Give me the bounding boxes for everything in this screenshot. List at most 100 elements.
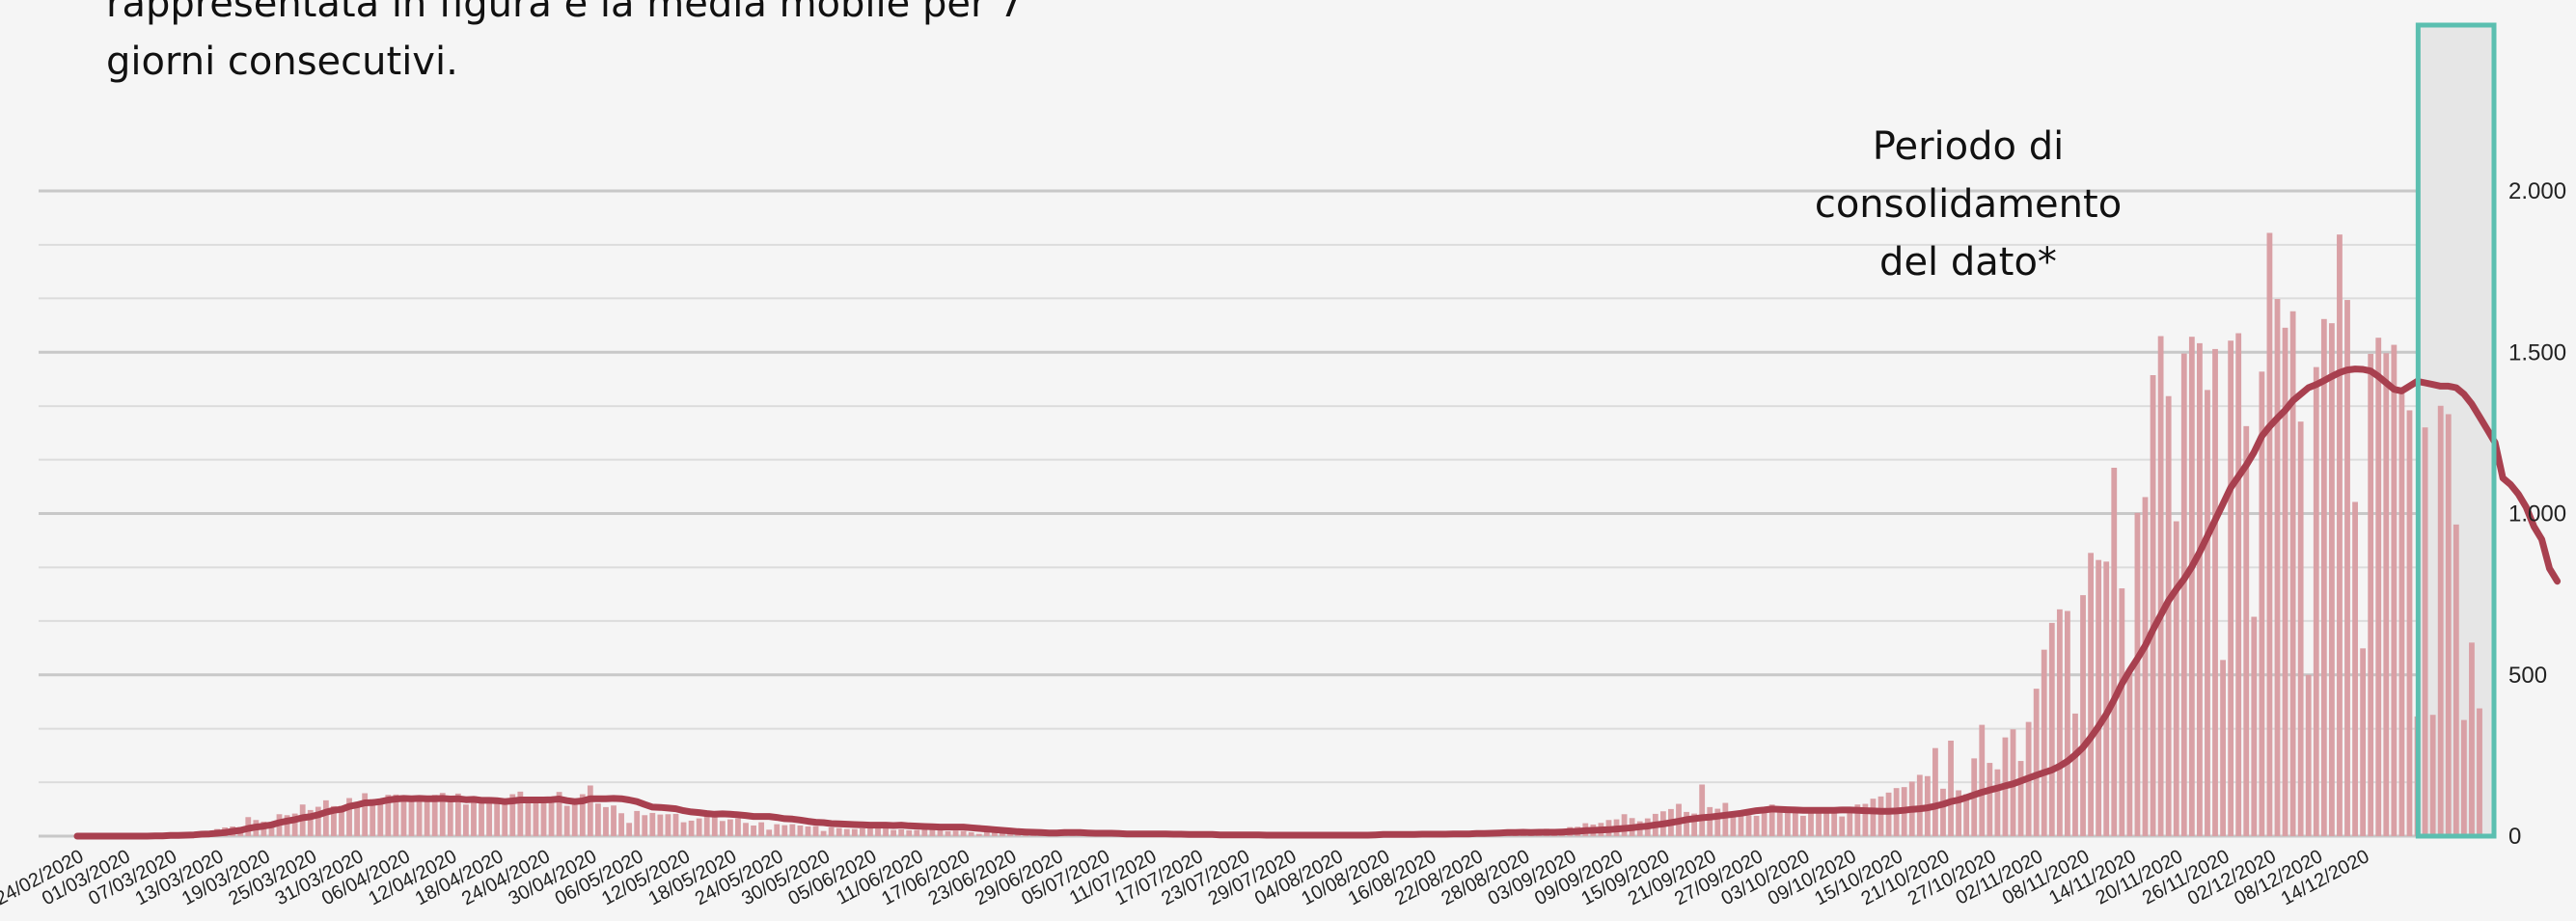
- daily-bar: [2126, 671, 2133, 836]
- daily-bar: [1994, 769, 2001, 836]
- daily-bar: [315, 806, 321, 836]
- daily-bar: [1768, 804, 1775, 836]
- daily-bar: [595, 803, 601, 836]
- daily-bar: [517, 791, 524, 836]
- daily-bar: [828, 826, 835, 836]
- y-tick-label: 500: [2508, 663, 2547, 689]
- intro-text-line-1: rappresentata in figura è la media mobil…: [106, 0, 1024, 26]
- daily-bar: [781, 825, 788, 836]
- daily-bar: [1823, 810, 1830, 836]
- daily-bar: [1979, 724, 1986, 836]
- daily-bar: [719, 821, 726, 836]
- daily-bar: [556, 792, 562, 836]
- daily-bar: [751, 825, 756, 836]
- daily-bar: [805, 826, 811, 836]
- daily-bar: [2157, 336, 2164, 836]
- daily-bar: [1753, 815, 1760, 836]
- annotation-line-3: del dato*: [1879, 240, 2057, 284]
- daily-bar: [400, 795, 407, 836]
- daily-bar: [346, 798, 352, 836]
- daily-bar: [960, 830, 967, 836]
- daily-bar: [642, 815, 648, 836]
- daily-bar: [2337, 234, 2343, 837]
- daily-bar: [836, 827, 842, 836]
- moving-average-line: [73, 366, 2562, 840]
- daily-bar: [2048, 622, 2055, 836]
- daily-bar: [1854, 804, 1861, 836]
- daily-bar: [331, 805, 337, 836]
- daily-bar: [548, 799, 555, 836]
- daily-bar: [2391, 344, 2398, 836]
- daily-bar: [2056, 609, 2063, 836]
- daily-bar: [952, 830, 959, 836]
- consolidation-period-box: [2415, 22, 2497, 839]
- daily-bar: [471, 796, 477, 836]
- daily-bar: [2477, 708, 2482, 836]
- daily-bar: [1000, 831, 1005, 836]
- daily-bar: [766, 829, 773, 836]
- y-tick-label: 2.000: [2508, 178, 2566, 204]
- daily-bar: [494, 799, 501, 836]
- daily-bar: [1691, 813, 1698, 836]
- daily-bar: [377, 799, 384, 836]
- daily-bar: [2134, 512, 2141, 836]
- daily-bar: [672, 813, 679, 836]
- daily-bar: [2065, 610, 2070, 836]
- daily-bar: [2220, 660, 2226, 836]
- daily-bar: [991, 831, 998, 836]
- daily-bar: [665, 814, 671, 836]
- daily-bar: [408, 796, 415, 836]
- daily-bar: [1816, 812, 1822, 836]
- daily-bar: [385, 795, 392, 836]
- daily-bar: [758, 822, 765, 836]
- daily-bar: [937, 828, 944, 836]
- daily-bar: [479, 802, 484, 836]
- daily-bar: [354, 801, 360, 836]
- daily-bar: [603, 806, 609, 836]
- daily-bar: [906, 829, 913, 836]
- daily-bar: [2080, 595, 2086, 836]
- daily-bar: [2344, 300, 2350, 836]
- daily-bar: [307, 809, 314, 836]
- daily-bar: [2228, 340, 2234, 836]
- daily-bar: [634, 810, 641, 836]
- annotation-line-2: consolidamento: [1814, 182, 2123, 227]
- y-tick-label: 0: [2508, 824, 2521, 850]
- daily-bar: [649, 812, 656, 836]
- daily-bar: [2375, 338, 2382, 836]
- daily-bar: [2142, 497, 2149, 836]
- daily-bar: [322, 799, 329, 836]
- daily-bar: [1776, 807, 1783, 836]
- daily-bar: [2368, 353, 2374, 836]
- daily-bar: [2017, 761, 2024, 836]
- daily-bar: [2422, 427, 2428, 836]
- daily-bar: [1862, 803, 1869, 836]
- daily-bar: [2305, 674, 2312, 836]
- daily-bar: [726, 819, 733, 836]
- daily-bar: [1963, 794, 1970, 836]
- daily-bar: [851, 828, 858, 836]
- daily-bar: [2251, 616, 2258, 836]
- daily-bar: [983, 831, 990, 836]
- daily-bar: [2320, 318, 2327, 836]
- daily-bar: [1745, 815, 1752, 836]
- daily-bar: [2197, 342, 2203, 836]
- daily-bar: [291, 813, 298, 836]
- y-tick-label: 1.500: [2508, 339, 2566, 366]
- daily-bar: [2235, 333, 2242, 836]
- daily-bar: [1722, 802, 1729, 836]
- daily-bar: [867, 826, 873, 836]
- daily-bar: [1847, 806, 1853, 836]
- daily-bar: [284, 815, 290, 836]
- daily-bar: [447, 798, 453, 836]
- daily-bar: [875, 826, 881, 836]
- daily-bar: [571, 803, 578, 836]
- daily-bar: [2150, 374, 2156, 836]
- annotation-line-1: Periodo di: [1872, 124, 2065, 169]
- daily-bar: [2445, 414, 2452, 836]
- daily-bar: [680, 822, 687, 836]
- daily-bar: [711, 813, 718, 836]
- daily-bar: [1761, 809, 1768, 836]
- daily-bar: [2103, 561, 2110, 836]
